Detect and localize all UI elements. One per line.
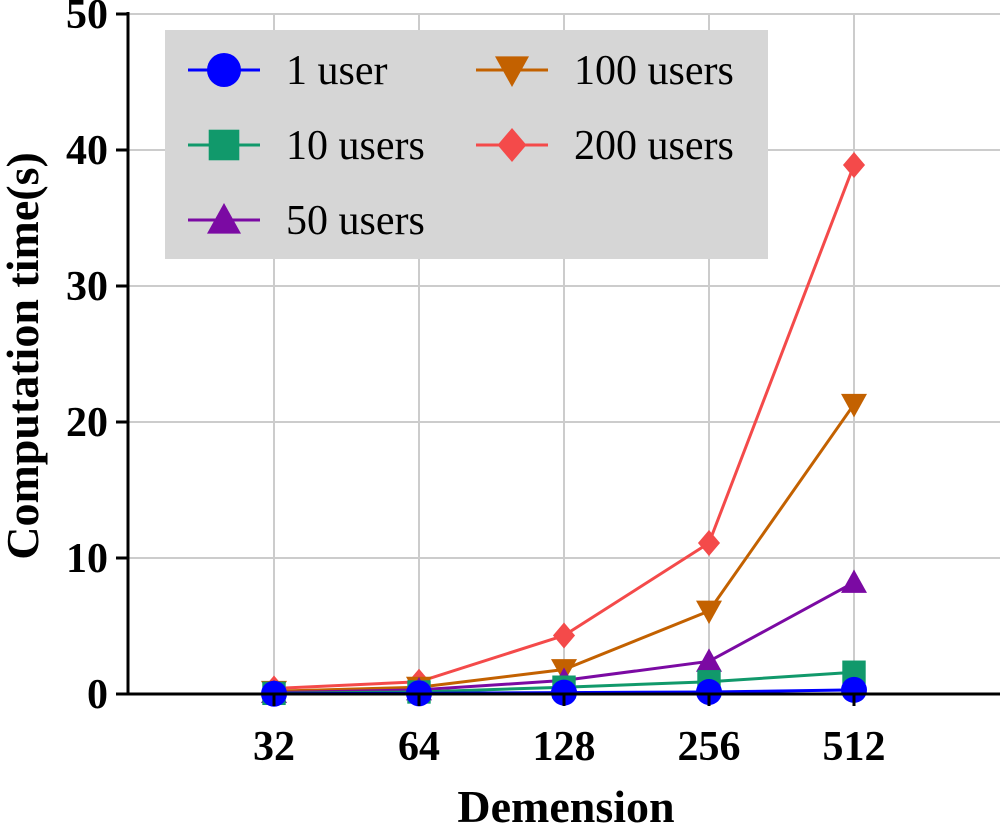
legend-label: 100 users	[574, 48, 734, 94]
legend-marker	[497, 128, 527, 162]
x-axis-title: Demension	[457, 781, 674, 825]
legend-marker	[207, 53, 241, 87]
legend-item: 100 users	[476, 48, 734, 94]
legend-label: 200 users	[574, 123, 734, 169]
x-tick-label: 128	[533, 724, 596, 770]
y-tick-label: 20	[66, 400, 108, 446]
y-tick-label: 50	[66, 0, 108, 38]
data-point	[841, 676, 867, 703]
legend-label: 1 user	[286, 48, 387, 94]
legend-marker	[207, 203, 241, 234]
x-tick-label: 256	[678, 724, 741, 770]
x-tick-label: 32	[253, 724, 295, 770]
y-axis-title: Computation time(s)	[0, 152, 48, 560]
legend-item: 1 user	[188, 48, 387, 94]
data-point	[842, 660, 866, 684]
legend-marker	[208, 129, 240, 161]
legend-label: 10 users	[286, 123, 425, 169]
legend: 1 user 10 users 50 users 100 users 200 users	[165, 30, 768, 259]
y-tick-label: 40	[66, 128, 108, 174]
axes	[116, 12, 1000, 706]
data-point	[696, 648, 722, 672]
data-point	[841, 569, 867, 593]
legend-marker	[495, 56, 529, 87]
data-point	[552, 622, 576, 649]
legend-box	[165, 30, 768, 259]
legend-item: 200 users	[476, 123, 734, 169]
data-point	[697, 530, 721, 557]
y-tick-label: 0	[87, 672, 108, 718]
legend-label: 50 users	[286, 198, 425, 244]
legend-item: 50 users	[188, 198, 425, 244]
data-point	[842, 151, 866, 178]
tick-labels: 0 10 20 30 40 50 32 64 128 256 512	[66, 0, 886, 770]
legend-item: 10 users	[188, 123, 425, 169]
data-point	[696, 678, 722, 705]
x-tick-label: 64	[398, 724, 440, 770]
y-tick-label: 10	[66, 536, 108, 582]
data-point	[841, 393, 867, 418]
y-tick-label: 30	[66, 264, 108, 310]
data-point	[696, 600, 722, 625]
x-tick-label: 512	[823, 724, 886, 770]
